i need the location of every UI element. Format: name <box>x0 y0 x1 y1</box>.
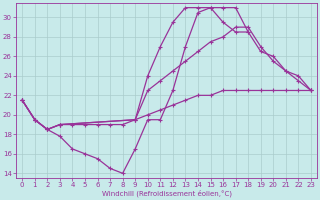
X-axis label: Windchill (Refroidissement éolien,°C): Windchill (Refroidissement éolien,°C) <box>101 190 232 197</box>
